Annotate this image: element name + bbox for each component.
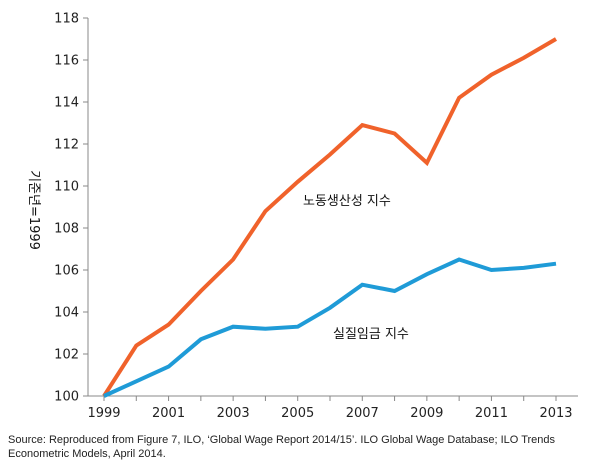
line-chart: 100 102 104 106 108 110 112 114 116 118 1999 2001 2… <box>26 12 578 421</box>
x-tick-label: 1999 <box>87 406 120 421</box>
x-tick-label: 2005 <box>281 406 314 421</box>
y-axis-title: 기준년=1999 <box>26 170 41 250</box>
x-tick-label: 2009 <box>410 406 443 421</box>
y-tick-label: 104 <box>54 306 79 321</box>
y-tick-label: 114 <box>54 96 79 111</box>
x-tick-label: 2011 <box>475 406 508 421</box>
x-tick-label: 2013 <box>539 406 572 421</box>
y-axis-ticks: 100 102 104 106 108 110 112 114 116 118 <box>54 12 88 405</box>
y-tick-label: 110 <box>54 180 79 195</box>
y-tick-label: 106 <box>54 264 79 279</box>
series-label-real-wage: 실질임금 지수 <box>333 327 409 342</box>
series-lines <box>102 37 558 398</box>
series-line-real-wage <box>103 257 557 398</box>
series-label-productivity: 노동생산성 지수 <box>303 194 391 209</box>
x-tick-label: 2001 <box>152 406 185 421</box>
y-tick-label: 118 <box>54 12 79 27</box>
y-tick-label: 112 <box>54 138 79 153</box>
x-tick-label: 2003 <box>217 406 250 421</box>
series-line-productivity <box>102 37 558 398</box>
axes <box>87 18 578 397</box>
y-tick-label: 108 <box>54 222 79 237</box>
y-tick-label: 100 <box>54 390 79 405</box>
source-note: Source: Reproduced from Figure 7, ILO, ‘… <box>8 434 556 460</box>
y-tick-label: 102 <box>54 348 79 363</box>
x-tick-label: 2007 <box>346 406 379 421</box>
y-tick-label: 116 <box>54 54 79 69</box>
x-axis-ticks: 1999 2001 2003 2005 2007 2009 2011 2013 <box>87 396 573 421</box>
